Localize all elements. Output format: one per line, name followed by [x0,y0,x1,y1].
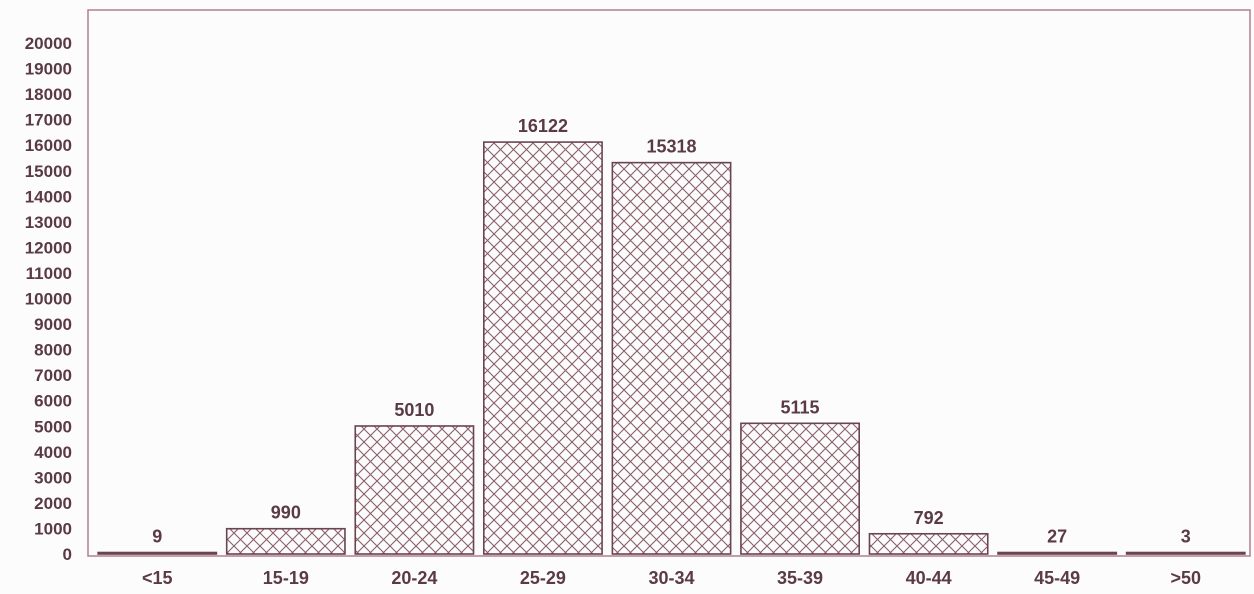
y-tick-label: 15000 [25,162,72,181]
y-tick-label: 7000 [34,366,72,385]
y-tick-label: 10000 [25,290,72,309]
bar [1127,553,1245,555]
data-label: 5115 [781,397,820,417]
data-label: 16122 [518,116,568,136]
x-tick-label: >50 [1170,568,1201,588]
y-tick-label: 4000 [34,443,72,462]
bar [741,423,859,554]
x-tick-label: 20-24 [391,568,437,588]
bar [98,553,216,555]
y-tick-label: 14000 [25,187,72,206]
y-tick-label: 6000 [34,392,72,411]
y-tick-label: 20000 [25,34,72,53]
bars-group [98,142,1245,554]
y-tick-label: 19000 [25,60,72,79]
y-tick-label: 12000 [25,238,72,257]
y-tick-label: 18000 [25,85,72,104]
data-label: 27 [1047,527,1067,547]
data-label: 5010 [394,400,434,420]
y-axis-ticks: 0 1000 2000 3000 4000 5000 6000 7000 8000 9000 100… [25,34,72,564]
x-tick-label: 45-49 [1034,568,1080,588]
x-tick-label: 40-44 [906,568,952,588]
y-tick-label: 8000 [34,341,72,360]
x-tick-label: 35-39 [777,568,823,588]
bar [227,529,345,554]
y-tick-label: 2000 [34,494,72,513]
data-label: 9 [152,527,162,547]
bar [355,426,473,554]
y-tick-label: 9000 [34,315,72,334]
x-tick-label: 15-19 [263,568,309,588]
y-tick-label: 13000 [25,213,72,232]
y-tick-label: 16000 [25,136,72,155]
bar [612,163,730,554]
y-tick-label: 0 [63,545,72,564]
y-tick-label: 5000 [34,417,72,436]
data-label: 3 [1181,527,1191,547]
bar [484,142,602,554]
y-tick-label: 1000 [34,519,72,538]
y-tick-label: 17000 [25,111,72,130]
data-label: 990 [271,503,301,523]
data-label: 15318 [646,137,696,157]
y-tick-label: 11000 [26,264,72,283]
bar [998,553,1116,555]
x-tick-label: 30-34 [648,568,694,588]
y-tick-label: 3000 [34,468,72,487]
bar [869,534,987,554]
x-tick-label: <15 [142,568,173,588]
x-axis-labels: <15 15-19 20-24 25-29 30-34 35-39 40-44 45-49 >5… [142,568,1201,588]
data-label: 792 [914,508,944,528]
x-tick-label: 25-29 [520,568,566,588]
